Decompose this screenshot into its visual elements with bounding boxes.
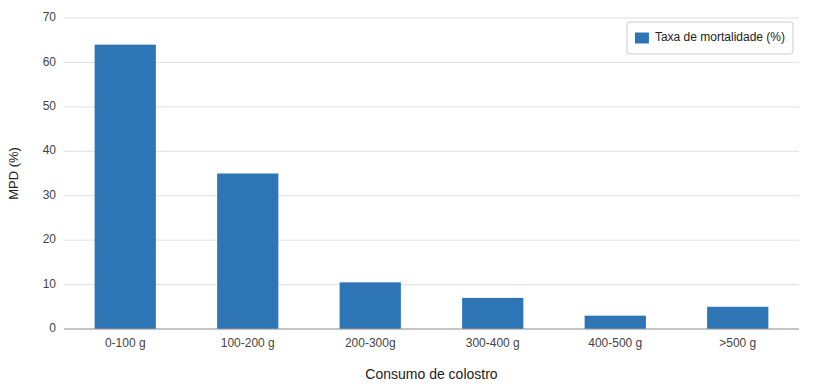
y-tick-label: 10 bbox=[43, 277, 57, 291]
x-axis-label: Consumo de colostro bbox=[365, 366, 498, 382]
bar bbox=[585, 316, 646, 329]
grid-line bbox=[64, 329, 799, 330]
x-tick-label: 200-300g bbox=[345, 336, 396, 350]
grid-line bbox=[64, 240, 799, 241]
x-tick-label: 100-200 g bbox=[221, 336, 275, 350]
y-axis-label: MPD (%) bbox=[6, 147, 21, 200]
grid bbox=[64, 18, 799, 329]
legend: Taxa de mortalidade (%) bbox=[627, 22, 793, 54]
legend-label: Taxa de mortalidade (%) bbox=[655, 30, 785, 44]
bar bbox=[340, 282, 401, 329]
x-axis: 0-100 g 100-200 g 200-300g 300-400 g 400-500… bbox=[64, 329, 799, 350]
x-tick-label: >500 g bbox=[719, 336, 756, 350]
bars bbox=[95, 45, 769, 329]
y-tick-label: 40 bbox=[43, 143, 57, 157]
y-tick-label: 0 bbox=[49, 321, 56, 335]
chart-container: 0 10 20 30 40 50 60 70 0-100 g 100-200 g 200-300g 3… bbox=[0, 0, 819, 391]
y-tick-label: 30 bbox=[43, 188, 57, 202]
y-tick-label: 50 bbox=[43, 99, 57, 113]
grid-line bbox=[64, 284, 799, 285]
legend-box bbox=[627, 22, 793, 54]
bar bbox=[707, 307, 768, 329]
x-axis-line bbox=[64, 329, 799, 330]
x-tick-label: 400-500 g bbox=[588, 336, 642, 350]
grid-line bbox=[64, 195, 799, 196]
x-tick-label: 0-100 g bbox=[105, 336, 146, 350]
legend-swatch bbox=[635, 33, 649, 44]
grid-line bbox=[64, 62, 799, 63]
y-tick-label: 70 bbox=[43, 10, 57, 24]
grid-line bbox=[64, 18, 799, 19]
grid-line bbox=[64, 151, 799, 152]
bar bbox=[462, 298, 523, 329]
bar bbox=[217, 174, 278, 330]
x-tick-label: 300-400 g bbox=[466, 336, 520, 350]
chart: 0 10 20 30 40 50 60 70 0-100 g 100-200 g 200-300g 3… bbox=[0, 0, 819, 391]
y-axis: 0 10 20 30 40 50 60 70 bbox=[43, 10, 57, 335]
bar bbox=[95, 45, 156, 329]
y-tick-label: 20 bbox=[43, 232, 57, 246]
y-tick-label: 60 bbox=[43, 55, 57, 69]
grid-line bbox=[64, 106, 799, 107]
